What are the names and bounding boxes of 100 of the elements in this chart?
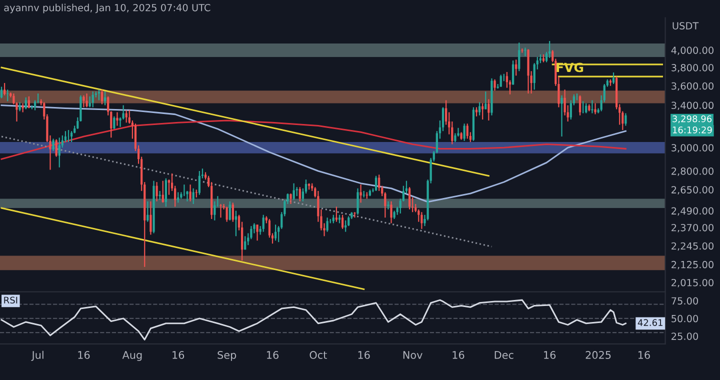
y-tick-label: 3,600.00 <box>672 82 714 91</box>
x-tick-label: Sep <box>218 351 236 361</box>
text: 16:19:29 <box>672 126 712 134</box>
candlestick <box>356 188 359 216</box>
x-tick-label: 16 <box>78 351 90 359</box>
candlestick <box>582 100 584 114</box>
candlestick <box>274 224 277 242</box>
x-tick-label: 16 <box>544 351 556 359</box>
candlestick <box>0 86 3 99</box>
candlestick <box>624 112 627 126</box>
text: 3,298.96 <box>672 115 712 124</box>
candlestick <box>150 200 152 236</box>
candlestick <box>146 200 149 222</box>
x-tick-label: 16 <box>358 351 370 359</box>
candlestick <box>162 180 164 204</box>
candlestick <box>591 100 594 114</box>
y-tick-label: 25.00 <box>672 332 698 340</box>
y-tick-label: 3,400.00 <box>672 102 714 110</box>
candlestick <box>98 89 100 101</box>
x-tick-label: Nov <box>403 351 422 359</box>
candlestick <box>482 102 484 120</box>
candlestick <box>82 94 85 108</box>
candlestick <box>612 72 615 85</box>
x-tick-label: 16 <box>452 351 464 359</box>
x-tick-label: 2025 <box>586 351 611 359</box>
candlestick <box>387 200 390 210</box>
candlestick <box>100 89 104 105</box>
candlestick <box>524 47 526 57</box>
x-tick-label: 16 <box>172 351 184 359</box>
candlestick <box>390 200 392 224</box>
candlestick <box>228 200 231 221</box>
candlestick <box>125 110 128 124</box>
candlestick <box>256 224 258 242</box>
x-tick-label: Oct <box>310 351 327 359</box>
line-series <box>0 120 626 160</box>
y-tick-label: 3,800.00 <box>672 64 714 72</box>
chart-title: ayannv published, Jan 10, 2025 07:40 UTC <box>4 4 210 14</box>
y-tick-label: 2,800.00 <box>672 167 714 176</box>
candlestick <box>116 112 118 126</box>
x-tick-label: Jul <box>31 350 44 361</box>
candlestick <box>104 90 106 106</box>
candlestick <box>189 184 192 202</box>
candlestick <box>192 188 194 205</box>
candlestick <box>578 94 582 116</box>
candlestick <box>262 214 264 232</box>
candlestick <box>500 74 502 88</box>
candlestick <box>585 102 588 114</box>
candlestick <box>6 89 9 102</box>
candlestick <box>326 217 328 232</box>
candlestick <box>463 123 466 142</box>
candlestick <box>113 116 116 130</box>
candlestick <box>177 192 180 204</box>
candlestick <box>341 214 344 230</box>
candlestick <box>18 102 21 112</box>
x-tick-label: 16 <box>267 351 278 359</box>
annotation: 42.61 <box>638 319 662 326</box>
candlestick <box>408 186 411 210</box>
candlestick <box>58 137 60 168</box>
candlestick <box>560 94 563 138</box>
candlestick <box>475 106 478 117</box>
candlestick <box>88 96 91 108</box>
candlestick <box>374 175 378 192</box>
y-tick-label: 2,125.00 <box>672 260 714 270</box>
candlestick <box>296 186 298 197</box>
candlestick <box>226 206 228 222</box>
candlestick <box>55 138 58 158</box>
y-tick-label: 2,490.00 <box>672 207 714 216</box>
candlestick <box>290 192 292 205</box>
candlestick <box>420 212 423 230</box>
y-tick-label: 4,000.00 <box>671 46 714 55</box>
candlestick <box>244 236 246 250</box>
candlestick <box>232 202 234 222</box>
candlestick <box>466 123 468 140</box>
y-tick-label: 2,650.00 <box>672 186 714 194</box>
candlestick <box>156 182 158 202</box>
candlestick <box>86 92 88 108</box>
candlestick <box>488 98 490 122</box>
candlestick <box>198 170 200 196</box>
candlestick <box>515 59 518 76</box>
candlestick <box>4 82 6 96</box>
candlestick <box>518 42 520 72</box>
annotation: RSI <box>4 296 18 304</box>
x-tick-label: Dec <box>494 351 514 359</box>
candlestick <box>164 178 168 208</box>
y-tick-label: 2,245.00 <box>672 242 714 251</box>
candlestick <box>22 102 24 113</box>
candlestick <box>234 210 238 237</box>
y-tick-label: 50.00 <box>672 314 698 322</box>
y-tick-label: 2,015.00 <box>672 278 714 288</box>
x-tick-label: 16 <box>638 351 650 359</box>
candlestick <box>360 184 362 204</box>
y-tick-label: 75.00 <box>672 297 698 305</box>
candlestick <box>52 138 54 152</box>
candlestick <box>512 60 514 86</box>
candlestick <box>298 186 301 202</box>
candlestick <box>494 78 496 92</box>
line-series <box>0 104 626 203</box>
y-tick-label: 2,370.00 <box>672 224 714 232</box>
candlestick <box>594 102 596 115</box>
x-tick-label: Aug <box>122 351 142 361</box>
